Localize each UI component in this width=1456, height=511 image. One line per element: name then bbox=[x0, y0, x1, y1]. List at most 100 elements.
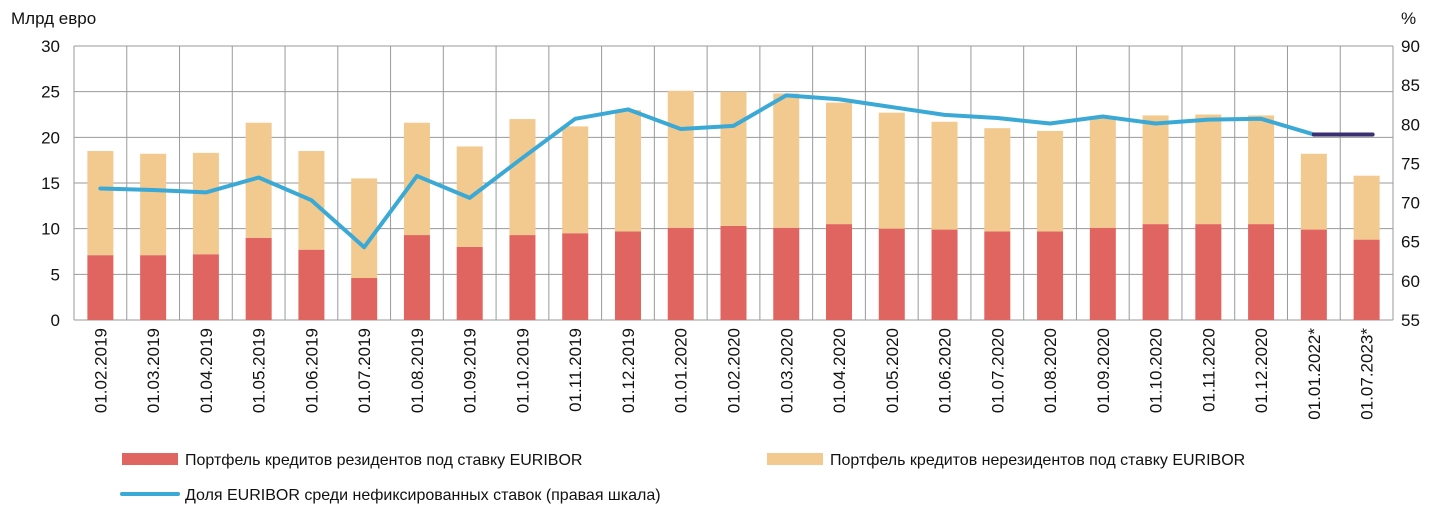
right-tick-label: 75 bbox=[1401, 154, 1420, 173]
x-tick-label: 01.11.2019 bbox=[566, 328, 585, 412]
right-tick-label: 90 bbox=[1401, 37, 1420, 56]
bar-nonresidents bbox=[1353, 175, 1380, 240]
right-tick-label: 65 bbox=[1401, 233, 1420, 252]
bar-nonresidents bbox=[1037, 130, 1064, 232]
x-tick-label: 01.08.2019 bbox=[408, 328, 427, 413]
bar-residents bbox=[562, 233, 589, 320]
bar-nonresidents bbox=[878, 112, 905, 229]
left-tick-label: 5 bbox=[51, 265, 60, 284]
x-tick-label: 01.09.2020 bbox=[1094, 328, 1113, 413]
bar-residents bbox=[667, 227, 694, 320]
bar-nonresidents bbox=[720, 91, 747, 226]
right-tick-label: 80 bbox=[1401, 115, 1420, 134]
bar-residents bbox=[140, 255, 167, 320]
legend-label: Доля EURIBOR среди нефиксированных ставо… bbox=[185, 487, 661, 504]
x-tick-label: 01.05.2020 bbox=[883, 328, 902, 413]
bar-nonresidents bbox=[509, 119, 536, 236]
x-tick-label: 01.01.2022* bbox=[1305, 328, 1324, 420]
bar-residents bbox=[1248, 224, 1275, 320]
legend-item: Доля EURIBOR среди нефиксированных ставо… bbox=[120, 487, 661, 504]
x-tick-label: 01.03.2020 bbox=[777, 328, 796, 413]
x-tick-label: 01.12.2019 bbox=[619, 328, 638, 413]
bar-residents bbox=[1089, 227, 1116, 320]
bar-residents bbox=[245, 237, 272, 320]
bar-nonresidents bbox=[826, 102, 853, 225]
x-tick-label: 01.06.2020 bbox=[936, 328, 955, 413]
right-axis-label: % bbox=[1401, 9, 1416, 28]
bar-residents bbox=[298, 249, 325, 320]
x-tick-label: 01.06.2019 bbox=[302, 328, 321, 413]
x-tick-label: 01.09.2019 bbox=[461, 328, 480, 413]
x-tick-label: 01.10.2020 bbox=[1147, 328, 1166, 413]
bar-residents bbox=[192, 254, 219, 320]
x-tick-label: 01.07.2019 bbox=[355, 328, 374, 413]
bar-residents bbox=[1353, 239, 1380, 320]
x-tick-label: 01.07.2020 bbox=[988, 328, 1007, 413]
x-tick-label: 01.04.2020 bbox=[830, 328, 849, 413]
x-tick-label: 01.04.2019 bbox=[197, 328, 216, 413]
bar-residents bbox=[351, 277, 378, 320]
legend-label: Портфель кредитов резидентов под ставку … bbox=[185, 452, 582, 469]
right-tick-label: 70 bbox=[1401, 194, 1420, 213]
x-tick-label: 01.03.2019 bbox=[144, 328, 163, 413]
bar-nonresidents bbox=[87, 151, 114, 256]
x-tick-label: 01.05.2019 bbox=[250, 328, 269, 413]
bar-nonresidents bbox=[192, 152, 219, 255]
x-tick-label: 01.11.2020 bbox=[1199, 328, 1218, 412]
bar-residents bbox=[403, 235, 430, 320]
bar-nonresidents bbox=[614, 109, 641, 232]
left-tick-label: 10 bbox=[41, 220, 60, 239]
bar-nonresidents bbox=[1142, 115, 1169, 225]
left-tick-label: 30 bbox=[41, 37, 60, 56]
bar-nonresidents bbox=[562, 126, 589, 234]
x-tick-label: 01.07.2023* bbox=[1358, 328, 1377, 420]
bar-residents bbox=[931, 229, 958, 320]
bar-residents bbox=[984, 231, 1011, 320]
bar-residents bbox=[773, 227, 800, 320]
legend-item: Портфель кредитов резидентов под ставку … bbox=[122, 452, 582, 469]
x-tick-label: 01.02.2019 bbox=[91, 328, 110, 413]
bar-nonresidents bbox=[931, 121, 958, 230]
bar-residents bbox=[456, 246, 483, 320]
x-tick-label: 01.01.2020 bbox=[672, 328, 691, 413]
bar-residents bbox=[1195, 224, 1222, 320]
bar-nonresidents bbox=[1195, 114, 1222, 225]
bar-residents bbox=[1037, 231, 1064, 320]
x-tick-label: 01.12.2020 bbox=[1252, 328, 1271, 413]
bar-nonresidents bbox=[1248, 115, 1275, 225]
x-tick-label: 01.02.2020 bbox=[725, 328, 744, 413]
bar-nonresidents bbox=[773, 93, 800, 228]
right-tick-label: 60 bbox=[1401, 272, 1420, 291]
bar-nonresidents bbox=[1089, 118, 1116, 228]
left-tick-label: 20 bbox=[41, 128, 60, 147]
x-tick-label: 01.10.2019 bbox=[513, 328, 532, 413]
share-line-path bbox=[98, 93, 1316, 250]
left-tick-label: 25 bbox=[41, 83, 60, 102]
legend-item: Портфель кредитов нерезидентов под ставк… bbox=[767, 452, 1245, 469]
legend-swatch bbox=[767, 453, 823, 465]
bar-residents bbox=[826, 224, 853, 320]
bar-residents bbox=[509, 235, 536, 320]
axes: 0 5 10 15 20 25 30 55 60 65 70 75 80 85 90 01.02.2019 01… bbox=[41, 37, 1420, 420]
x-tick-label: 01.08.2020 bbox=[1041, 328, 1060, 413]
bar-residents bbox=[614, 231, 641, 320]
bar-residents bbox=[1142, 224, 1169, 320]
bar-nonresidents bbox=[667, 90, 694, 228]
left-tick-label: 15 bbox=[41, 174, 60, 193]
bar-nonresidents bbox=[140, 153, 167, 256]
bar-residents bbox=[87, 255, 114, 320]
left-tick-label: 0 bbox=[51, 311, 60, 330]
bar-nonresidents bbox=[351, 178, 378, 278]
bar-nonresidents bbox=[984, 128, 1011, 232]
bar-residents bbox=[720, 225, 747, 320]
legend-swatch bbox=[122, 453, 178, 465]
bar-nonresidents bbox=[1300, 153, 1327, 230]
share-line bbox=[98, 93, 1375, 250]
right-tick-label: 85 bbox=[1401, 76, 1420, 95]
right-tick-label: 55 bbox=[1401, 311, 1420, 330]
bar-residents bbox=[878, 228, 905, 320]
bar-residents bbox=[1300, 229, 1327, 320]
legend: Портфель кредитов резидентов под ставку … bbox=[120, 452, 1245, 504]
left-axis-label: Млрд евро bbox=[11, 9, 96, 28]
